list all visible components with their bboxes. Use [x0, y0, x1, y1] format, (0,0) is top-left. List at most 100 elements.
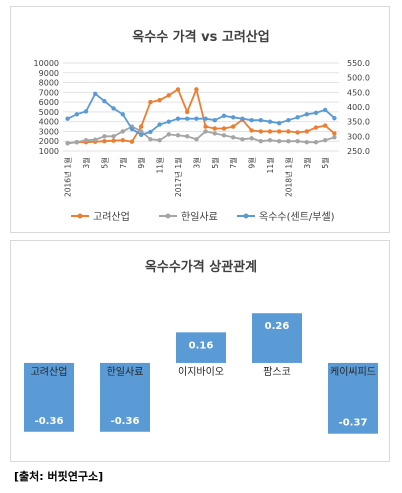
data-point-corn: [267, 119, 273, 124]
data-point-corn: [313, 110, 319, 116]
data-point-koryo: [148, 99, 153, 105]
left-tick-label: 1000: [39, 147, 59, 156]
line-chart: 옥수수 가격 vs 고려산업 1000200030004000500060007…: [34, 29, 370, 223]
x-tick-label: 5월: [99, 157, 109, 169]
bar: [24, 362, 74, 432]
data-point-corn: [323, 107, 328, 113]
right-tick-label: 250.0: [347, 147, 370, 156]
bar-chart-panel: 옥수수가격 상관관계 고려산업 -0.36 한일사료 -0.36 이지바이오 0.16 팜스…: [10, 240, 390, 462]
legend-marker-corn: [243, 213, 249, 219]
left-tick-label: 7000: [39, 88, 59, 97]
data-point-corn: [231, 115, 236, 120]
data-point-corn: [212, 118, 217, 123]
data-point-hanil: [249, 136, 254, 141]
data-point-corn: [295, 115, 300, 120]
data-point-koryo: [212, 126, 217, 131]
series-line-corn: [67, 92, 335, 136]
bar-value-label: -0.37: [339, 418, 368, 429]
right-tick-label: 500.0: [347, 74, 370, 83]
data-point-hanil: [221, 133, 227, 138]
data-point-koryo: [203, 124, 208, 129]
legend-marker-hanil: [165, 213, 171, 219]
data-point-corn: [286, 118, 291, 123]
data-point-hanil: [295, 139, 300, 144]
x-tick-label: 2016년 1월: [63, 157, 73, 197]
x-tick-label: 11월: [265, 157, 275, 174]
data-point-koryo: [249, 128, 254, 133]
data-point-corn: [185, 116, 190, 121]
data-point-koryo: [111, 138, 116, 143]
data-point-corn: [148, 129, 153, 135]
legend-label-hanil: 한일사료: [181, 211, 218, 223]
data-point-koryo: [258, 129, 263, 134]
data-point-hanil: [231, 135, 236, 140]
data-point-hanil: [267, 138, 273, 143]
data-point-koryo: [139, 124, 144, 129]
bar: [252, 313, 302, 363]
data-point-hanil: [323, 138, 328, 143]
data-point-hanil: [304, 140, 309, 145]
bar-value-label: -0.36: [111, 416, 140, 427]
data-point-koryo: [304, 129, 309, 134]
data-point-corn: [240, 116, 245, 121]
bar-value-label: -0.36: [35, 416, 64, 427]
data-point-corn: [166, 119, 171, 124]
data-point-koryo: [323, 123, 328, 128]
bar-category-label: 케이씨피드: [330, 366, 376, 378]
left-tick-label: 10000: [34, 59, 59, 68]
data-point-corn: [65, 116, 70, 121]
data-point-hanil: [157, 138, 162, 143]
right-tick-label: 550.0: [347, 59, 370, 68]
data-point-corn: [157, 122, 162, 127]
left-tick-label: 4000: [39, 118, 59, 127]
legend-label-koryo: 고려산업: [93, 210, 130, 223]
data-point-hanil: [212, 131, 217, 136]
data-point-koryo: [157, 97, 162, 103]
data-point-corn: [258, 118, 263, 123]
x-tick-label: 11월: [155, 157, 165, 174]
data-point-corn: [277, 120, 282, 126]
data-point-hanil: [148, 137, 153, 142]
x-tick-label: 2018년 1월: [283, 157, 293, 197]
data-point-hanil: [93, 137, 98, 142]
data-point-corn: [194, 116, 199, 121]
data-point-hanil: [175, 133, 181, 138]
legend-marker-koryo: [77, 213, 83, 219]
x-tick-label: 9월: [247, 157, 257, 169]
left-tick-label: 2000: [39, 137, 59, 146]
right-tick-label: 350.0: [347, 118, 370, 127]
data-point-hanil: [83, 138, 89, 143]
left-tick-label: 3000: [39, 127, 59, 136]
data-point-hanil: [166, 132, 171, 137]
left-tick-label: 6000: [39, 98, 59, 107]
data-point-corn: [203, 116, 208, 121]
legend-label-corn: 옥수수(센트/부셀): [259, 211, 335, 223]
right-tick-label: 300.0: [347, 132, 370, 141]
data-point-koryo: [102, 139, 107, 144]
data-point-hanil: [65, 140, 70, 146]
data-point-hanil: [240, 137, 245, 142]
data-point-koryo: [185, 109, 190, 115]
right-tick-label: 400.0: [347, 103, 370, 112]
data-point-hanil: [194, 137, 199, 142]
data-point-hanil: [139, 129, 144, 134]
data-point-corn: [74, 112, 79, 117]
x-tick-label: 5월: [210, 157, 220, 169]
line-chart-title: 옥수수 가격 vs 고려산업: [132, 29, 269, 45]
bar-category-label: 한일사료: [107, 366, 144, 378]
data-point-koryo: [286, 129, 291, 134]
data-point-corn: [332, 115, 337, 121]
bar-value-label: 0.26: [265, 321, 290, 332]
data-point-koryo: [120, 138, 126, 143]
data-point-koryo: [295, 130, 300, 135]
left-tick-label: 5000: [39, 108, 59, 117]
x-tick-label: 3월: [191, 157, 201, 169]
data-point-corn: [139, 132, 144, 138]
data-point-hanil: [277, 139, 282, 144]
x-tick-label: 5월: [320, 157, 330, 169]
bar-category-label: 이지바이오: [178, 366, 224, 378]
data-point-corn: [111, 106, 116, 111]
right-tick-label: 450.0: [347, 88, 370, 97]
data-point-corn: [221, 113, 227, 119]
left-tick-label: 8000: [39, 79, 59, 88]
